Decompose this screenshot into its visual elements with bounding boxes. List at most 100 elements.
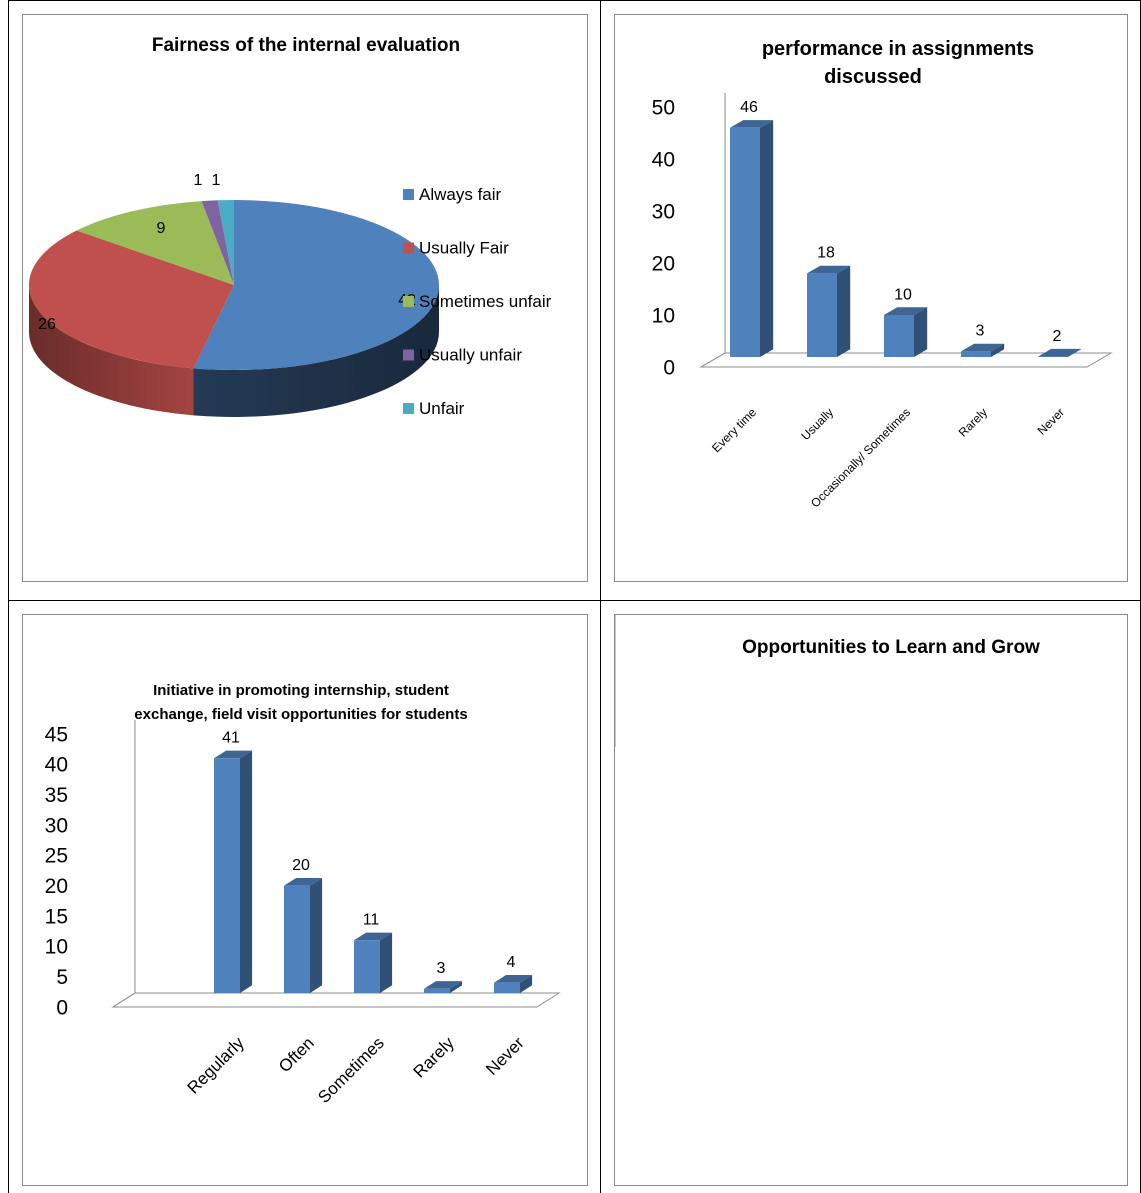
bar-side <box>991 343 1005 357</box>
bar <box>961 351 991 357</box>
y-axis-base-line <box>700 352 726 368</box>
chart-title-line-1: Initiative in promoting internship, stud… <box>153 682 449 699</box>
legend-swatch <box>403 189 414 200</box>
x-category-label: Usually <box>798 405 836 443</box>
assignments-bar-chart: performance in assignments discussed 0 10… <box>652 38 1113 510</box>
bar-side <box>380 932 393 993</box>
table-border-top <box>8 0 1141 1</box>
bar-side <box>914 307 928 357</box>
data-label: 46 <box>740 99 758 116</box>
chart-title-line-2: discussed <box>824 66 922 88</box>
y-tick-label: 20 <box>652 252 675 275</box>
data-label: 10 <box>894 286 912 303</box>
legend-entry: Usually Fair <box>419 239 509 258</box>
y-tick-label: 5 <box>56 966 68 989</box>
data-label: 4 <box>507 954 516 971</box>
data-label: 26 <box>38 316 56 333</box>
bar <box>730 127 760 357</box>
legend-swatch <box>403 403 414 414</box>
bar <box>494 982 520 993</box>
legend-swatch <box>403 296 414 307</box>
bar <box>354 940 380 993</box>
bar-side <box>240 750 253 993</box>
bar <box>807 273 837 357</box>
bar-top <box>354 932 393 941</box>
pie-chart-panel: Fairness of the internal evaluation 4226… <box>22 14 588 582</box>
data-label: 3 <box>437 960 446 977</box>
x-category-label: Never <box>1035 405 1068 438</box>
x-category-label: Often <box>275 1033 318 1076</box>
y-tick-label: 40 <box>45 754 68 777</box>
data-label: 3 <box>976 323 985 340</box>
bar <box>424 988 450 993</box>
y-tick-label: 0 <box>663 356 675 379</box>
data-label: 41 <box>222 730 240 747</box>
y-tick-label: 35 <box>45 784 68 807</box>
legend-entry: Unfair <box>419 399 465 418</box>
legend-entry: Sometimes unfair <box>419 292 552 311</box>
bar-side <box>310 877 323 993</box>
y-tick-label: 30 <box>45 814 68 837</box>
legend-entry: Always fair <box>419 185 502 204</box>
y-tick-label: 15 <box>45 905 68 928</box>
data-label: 11 <box>363 912 380 929</box>
bar-side <box>450 981 463 993</box>
chart-title: Fairness of the internal evaluation <box>152 35 460 56</box>
legend-swatch <box>403 242 414 254</box>
pie-slice <box>76 201 234 285</box>
chart-title-line-1: performance in assignments <box>762 38 1034 60</box>
bar <box>884 315 914 357</box>
learn-grow-chart-panel: Opportunities to Learn and Grow 05101520… <box>614 614 1128 1186</box>
bar-top <box>214 750 253 759</box>
bar-side <box>837 265 851 357</box>
y-tick-label: 25 <box>45 845 68 868</box>
bar-side <box>520 975 533 993</box>
pie-slice-side <box>193 285 439 418</box>
bar-top <box>961 343 1005 352</box>
data-label: 2 <box>1053 328 1062 345</box>
x-category-label: Never <box>482 1033 528 1079</box>
y-tick-label: 40 <box>652 148 675 171</box>
pie-slice <box>193 200 439 370</box>
x-category-label: Sometimes <box>314 1033 388 1107</box>
y-tick-label: 50 <box>652 96 675 119</box>
bar <box>214 758 240 993</box>
data-label: 1 <box>194 172 203 189</box>
bar-side <box>1068 348 1082 357</box>
x-category-label: Every time <box>709 405 759 455</box>
fairness-pie-chart: Fairness of the internal evaluation 4226… <box>28 35 552 418</box>
chart-floor <box>111 992 561 1008</box>
y-tick-label: 0 <box>56 996 68 1019</box>
table-border-left <box>8 0 9 1193</box>
data-label: 18 <box>817 245 835 262</box>
data-label: 20 <box>292 857 310 874</box>
pie-slice <box>201 200 234 285</box>
y-tick-label: 10 <box>45 936 68 959</box>
legend-entry: Usually unfair <box>419 346 522 365</box>
pie-slice <box>217 200 234 285</box>
bar-top <box>424 981 463 989</box>
bar-top <box>494 975 533 983</box>
bar-top <box>284 877 323 886</box>
bar-top <box>807 265 851 274</box>
bar-side <box>760 120 774 357</box>
y-tick-label: 10 <box>652 304 675 327</box>
y-axis-base-line <box>112 992 136 1008</box>
internship-bar-chart: Initiative in promoting internship, stud… <box>45 682 561 1107</box>
learn-grow-bar-chart: Opportunities to Learn and Grow 05101520… <box>615 615 1040 747</box>
table-border-middle-horizontal <box>8 600 1141 601</box>
assignments-chart-panel: performance in assignments discussed 0 10… <box>614 14 1128 582</box>
bar-top <box>884 307 928 315</box>
y-tick-label: 30 <box>652 200 675 223</box>
legend-swatch <box>403 349 414 361</box>
bar <box>284 885 310 993</box>
data-label: 1 <box>212 172 221 189</box>
table-border-middle-vertical <box>600 0 601 1193</box>
pie-slice <box>28 230 235 369</box>
data-label: 9 <box>157 220 166 237</box>
chart-title: Opportunities to Learn and Grow <box>742 637 1040 658</box>
x-category-label: Rarely <box>956 405 990 439</box>
internship-chart-panel: Initiative in promoting internship, stud… <box>22 614 588 1186</box>
y-tick-label: 45 <box>45 723 68 746</box>
bar-top <box>1038 348 1082 357</box>
